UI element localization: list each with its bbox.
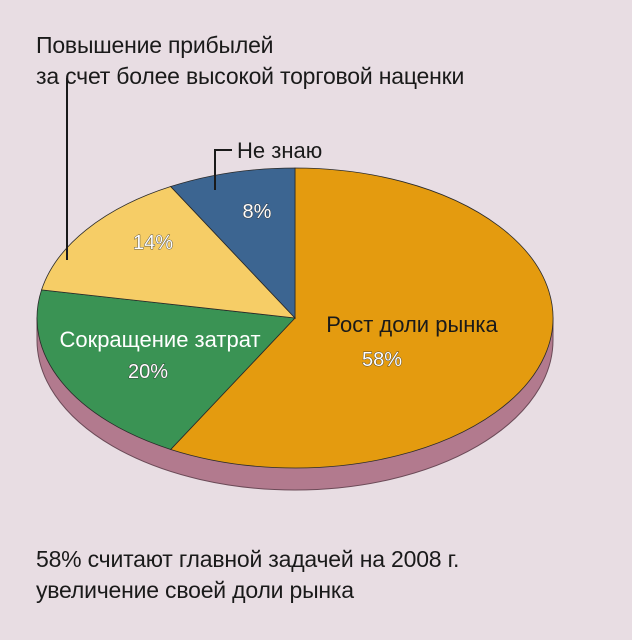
pie-slice-4 xyxy=(169,167,296,320)
pct-label-3: 14% xyxy=(133,232,173,254)
callout-markup-line2: за счет более высокой торговой наценки xyxy=(36,63,465,89)
caption-line1: 58% считают главной задачей на 2008 г. xyxy=(36,546,460,572)
pie-slice-1 xyxy=(169,167,554,469)
callout-markup-line1: Повышение прибылей xyxy=(36,32,274,58)
pct-label-1: 58% xyxy=(362,349,402,371)
label-market-share: Рост доли рынка xyxy=(326,312,498,337)
pct-label-4: 8% xyxy=(243,201,272,223)
caption-line2: увеличение своей доли рынка xyxy=(36,577,354,603)
label-cost-cut: Сокращение затрат xyxy=(59,327,260,352)
callout-dont-know-label: Не знаю xyxy=(237,138,322,163)
chart-caption: 58% считают главной задачей на 2008 г. у… xyxy=(36,544,459,606)
callout-dont-know-leader xyxy=(214,149,232,190)
pie-slice-3 xyxy=(41,186,297,319)
pct-label-2: 20% xyxy=(128,361,168,383)
callout-markup-label: Повышение прибылей за счет более высокой… xyxy=(36,30,464,92)
pie-slice-2 xyxy=(36,289,296,450)
